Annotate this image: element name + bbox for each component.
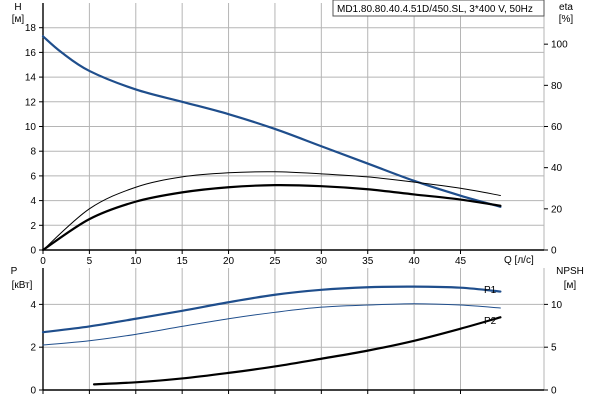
bottom-left-tick-label: 2 (30, 343, 36, 354)
x-tick-label: 5 (87, 256, 93, 267)
top-right-tick-label: 20 (551, 204, 563, 215)
top-right-axis-unit: [%] (559, 14, 574, 25)
top-left-tick-label: 14 (25, 73, 37, 84)
x-tick-label: 40 (409, 256, 421, 267)
top-left-tick-label: 6 (30, 171, 36, 182)
top-left-tick-label: 18 (25, 23, 37, 34)
x-tick-label: 15 (177, 256, 189, 267)
x-tick-label: 25 (269, 256, 281, 267)
top-left-tick-label: 2 (30, 221, 36, 232)
top-left-axis-unit: [м] (12, 14, 25, 25)
bottom-curve-p2 (42, 303, 501, 346)
x-tick-label: 20 (223, 256, 235, 267)
top-curve-series-0 (41, 35, 502, 208)
bottom-left-tick-label: 4 (30, 300, 36, 311)
series-label-p1: P1 (484, 285, 497, 296)
top-left-tick-label: 10 (25, 122, 37, 133)
x-tick-label: 35 (362, 256, 374, 267)
x-tick-label: 45 (455, 256, 467, 267)
top-right-tick-label: 100 (551, 40, 568, 51)
top-left-tick-label: 12 (25, 97, 37, 108)
bottom-right-axis-title: NPSH (556, 266, 584, 277)
x-tick-label: 30 (316, 256, 328, 267)
top-right-tick-label: 40 (551, 163, 563, 174)
top-curve-series-1 (42, 171, 501, 251)
top-right-tick-label: 0 (551, 246, 557, 257)
top-left-axis-title: H (14, 2, 21, 13)
bottom-left-axis-unit: [кВт] (12, 280, 33, 291)
bottom-right-axis-unit: [м] (564, 280, 577, 291)
bottom-curve-series-2 (92, 316, 502, 386)
bottom-right-tick-label: 0 (551, 386, 557, 397)
x-axis-title: Q [л/с] (504, 255, 534, 266)
x-tick-label: 10 (130, 256, 142, 267)
top-left-tick-label: 4 (30, 196, 36, 207)
top-right-axis-title: eta (559, 2, 573, 13)
top-left-tick-label: 16 (25, 48, 37, 59)
bottom-curve-p1 (41, 285, 502, 334)
model-label-box (332, 0, 545, 17)
series-label-p2: P2 (484, 316, 497, 327)
top-curve-series-2 (41, 184, 502, 252)
bottom-right-tick-label: 5 (551, 343, 557, 354)
bottom-left-axis-title: P (11, 266, 18, 277)
bottom-right-tick-label: 10 (551, 300, 563, 311)
x-tick-label: 0 (40, 256, 46, 267)
top-right-tick-label: 60 (551, 122, 563, 133)
top-left-tick-label: 8 (30, 147, 36, 158)
top-right-tick-label: 80 (551, 81, 563, 92)
model-label: MD1.80.80.40.4.51D/450.SL, 3*400 V, 50Hz (337, 4, 533, 15)
top-left-tick-label: 0 (30, 246, 36, 257)
bottom-left-tick-label: 0 (30, 386, 36, 397)
